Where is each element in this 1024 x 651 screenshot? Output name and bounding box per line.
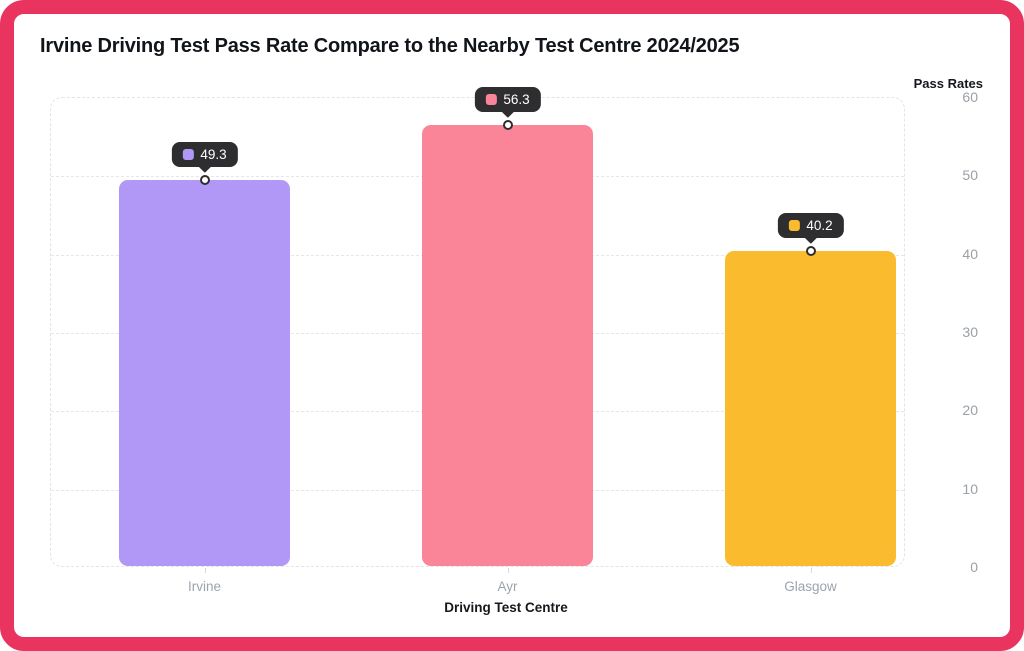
x-label-ayr: Ayr xyxy=(497,579,518,594)
y-axis-tick-label: 10 xyxy=(962,480,978,497)
bar-group-irvine: 49.3 Irvine xyxy=(119,98,290,594)
x-label-glasgow: Glasgow xyxy=(784,579,837,594)
y-axis-title: Pass Rates xyxy=(913,76,983,91)
y-axis-tick-label: 0 xyxy=(970,559,978,575)
tooltip-glasgow: 40.2 xyxy=(777,213,844,239)
point-marker-irvine xyxy=(199,174,210,185)
y-axis-tick-label: 30 xyxy=(962,324,978,340)
point-marker-ayr xyxy=(502,119,513,130)
tooltip-irvine: 49.3 xyxy=(171,141,238,167)
x-axis-title: Driving Test Centre xyxy=(444,600,568,615)
y-axis-tick-label: 50 xyxy=(962,167,978,184)
point-marker-glasgow xyxy=(805,246,816,257)
bar-glasgow[interactable] xyxy=(725,251,896,566)
y-axis-tick-label: 60 xyxy=(962,89,978,105)
tooltip-swatch-irvine xyxy=(182,148,194,160)
x-tick-irvine xyxy=(204,568,206,573)
bar-group-glasgow: 40.2 Glasgow xyxy=(725,98,896,594)
tooltip-ayr: 56.3 xyxy=(474,86,541,112)
x-tick-glasgow xyxy=(810,568,812,573)
tooltip-value-ayr: 56.3 xyxy=(503,91,530,107)
x-tick-ayr xyxy=(507,568,509,573)
x-label-irvine: Irvine xyxy=(187,579,221,594)
tooltip-value-glasgow: 40.2 xyxy=(806,218,833,234)
bar-irvine[interactable] xyxy=(119,179,290,566)
bar-ayr[interactable] xyxy=(422,124,593,566)
tooltip-value-irvine: 49.3 xyxy=(200,146,227,162)
tooltip-swatch-glasgow xyxy=(788,220,800,232)
plot-area: 49.3 Irvine 56.3 Ayr 40.2 Glasgow xyxy=(50,86,905,594)
y-axis-tick-label: 40 xyxy=(962,245,978,262)
y-axis-tick-label: 20 xyxy=(962,402,978,419)
chart-title: Irvine Driving Test Pass Rate Compare to… xyxy=(40,35,740,57)
tooltip-swatch-ayr xyxy=(485,93,497,105)
bar-group-ayr: 56.3 Ayr xyxy=(422,86,593,594)
